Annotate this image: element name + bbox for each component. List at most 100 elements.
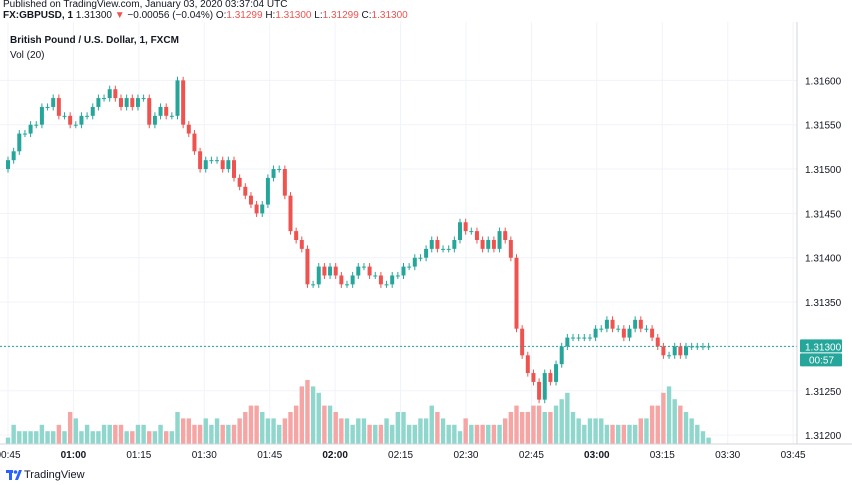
candle-body: [537, 381, 542, 400]
price-chart[interactable]: 1.31600 1.31550 1.31500 1.31450 1.31400 1.313…: [0, 22, 852, 466]
volume-bar: [649, 405, 655, 444]
candle-body: [102, 98, 107, 100]
candle-body: [260, 204, 265, 214]
volume-bar: [706, 437, 711, 444]
candle-body: [158, 106, 163, 116]
volume-bar: [565, 392, 570, 444]
volume-bar: [192, 424, 197, 444]
candle-body: [11, 151, 16, 161]
volume-bar: [700, 431, 706, 444]
volume-bar: [452, 424, 457, 444]
volume-bar: [418, 418, 423, 444]
tradingview-logo-icon: [6, 470, 22, 480]
x-tick-label: 03:30: [715, 450, 740, 461]
candle-body: [452, 240, 457, 249]
footer-brand: TradingView: [24, 469, 85, 481]
candle-body: [644, 328, 649, 330]
candle-body: [565, 337, 570, 347]
candle-body: [34, 124, 39, 126]
volume-bar: [469, 424, 474, 444]
volume-bar: [96, 431, 101, 444]
volume-bar: [152, 431, 158, 444]
candle-body: [469, 231, 474, 233]
volume-bar: [158, 424, 163, 444]
candle-body: [28, 124, 33, 134]
candle-body: [661, 346, 666, 356]
candle-body: [610, 319, 615, 329]
y-tick-label: 1.31500: [805, 165, 842, 176]
candle-body: [90, 106, 95, 116]
volume-bar: [616, 424, 621, 444]
x-tick-label: 03:00: [584, 450, 610, 461]
volume-bar: [56, 424, 62, 444]
publication-header: Published on TradingView.com, January 03…: [0, 0, 852, 22]
symbol-label: FX:GBPUSD, 1: [3, 10, 74, 21]
volume-bar: [525, 412, 530, 444]
candle-body: [316, 266, 321, 285]
volume-bar: [638, 418, 643, 444]
candle-body: [508, 240, 513, 258]
candle-body: [68, 115, 73, 125]
volume-bar: [503, 418, 508, 444]
volume-bar: [610, 424, 615, 444]
down-arrow-icon: ▼: [114, 10, 125, 21]
candle-body: [198, 151, 203, 170]
volume-bar: [367, 424, 372, 444]
volume-bar: [361, 418, 367, 444]
candle-body: [339, 275, 344, 285]
candle-body: [378, 275, 383, 285]
candle-body: [277, 169, 282, 171]
open-label: O:: [215, 10, 227, 21]
x-tick-label: 01:45: [257, 450, 282, 461]
candle-body: [638, 319, 643, 329]
candle-body: [480, 240, 485, 249]
candle-body: [633, 319, 638, 329]
volume-bar: [243, 412, 248, 444]
volume-bar: [678, 405, 683, 444]
candle-body: [559, 346, 564, 365]
volume-bar: [548, 412, 553, 444]
candle-body: [96, 98, 101, 107]
x-tick-label: 02:45: [519, 450, 544, 461]
candle-body: [39, 106, 44, 125]
volume-bar: [169, 431, 175, 444]
candle-body: [141, 98, 146, 100]
candle-body: [474, 231, 479, 240]
x-tick-label: 01:30: [192, 450, 217, 461]
volume-bar: [175, 412, 180, 444]
open-value: 1.31299: [226, 10, 263, 21]
candle-body: [22, 133, 27, 135]
volume-bar: [141, 424, 146, 444]
low-label: L:: [314, 10, 323, 21]
volume-bar: [231, 424, 237, 444]
candle-body: [571, 337, 575, 339]
legend-title: British Pound / U.S. Dollar, 1, FXCM: [10, 35, 179, 46]
volume-bar: [209, 424, 214, 444]
volume-bar: [587, 418, 593, 444]
volume-bar: [197, 424, 203, 444]
candle-body: [17, 133, 22, 152]
volume-bar: [655, 405, 660, 444]
candle-body: [350, 275, 355, 285]
volume-bar: [147, 431, 152, 444]
low-value: 1.31299: [322, 10, 359, 21]
y-tick-label: 1.31350: [805, 298, 842, 309]
close-label: C:: [361, 10, 372, 21]
candle-body: [582, 337, 587, 339]
candle-body: [175, 80, 180, 116]
candle-body: [288, 195, 293, 232]
candle-body: [294, 231, 299, 240]
volume-bar: [293, 405, 299, 444]
volume-bar: [395, 412, 401, 444]
volume-bar: [130, 431, 135, 444]
volume-bar: [491, 424, 497, 444]
volume-bar: [621, 424, 627, 444]
candle-body: [6, 160, 10, 170]
candle-body: [412, 257, 417, 267]
candle-body: [463, 222, 468, 232]
volume-bar: [435, 412, 440, 444]
candle-body: [124, 98, 129, 107]
high-label: H:: [265, 10, 276, 21]
volume-bar: [457, 431, 463, 444]
candle-body: [684, 346, 688, 356]
